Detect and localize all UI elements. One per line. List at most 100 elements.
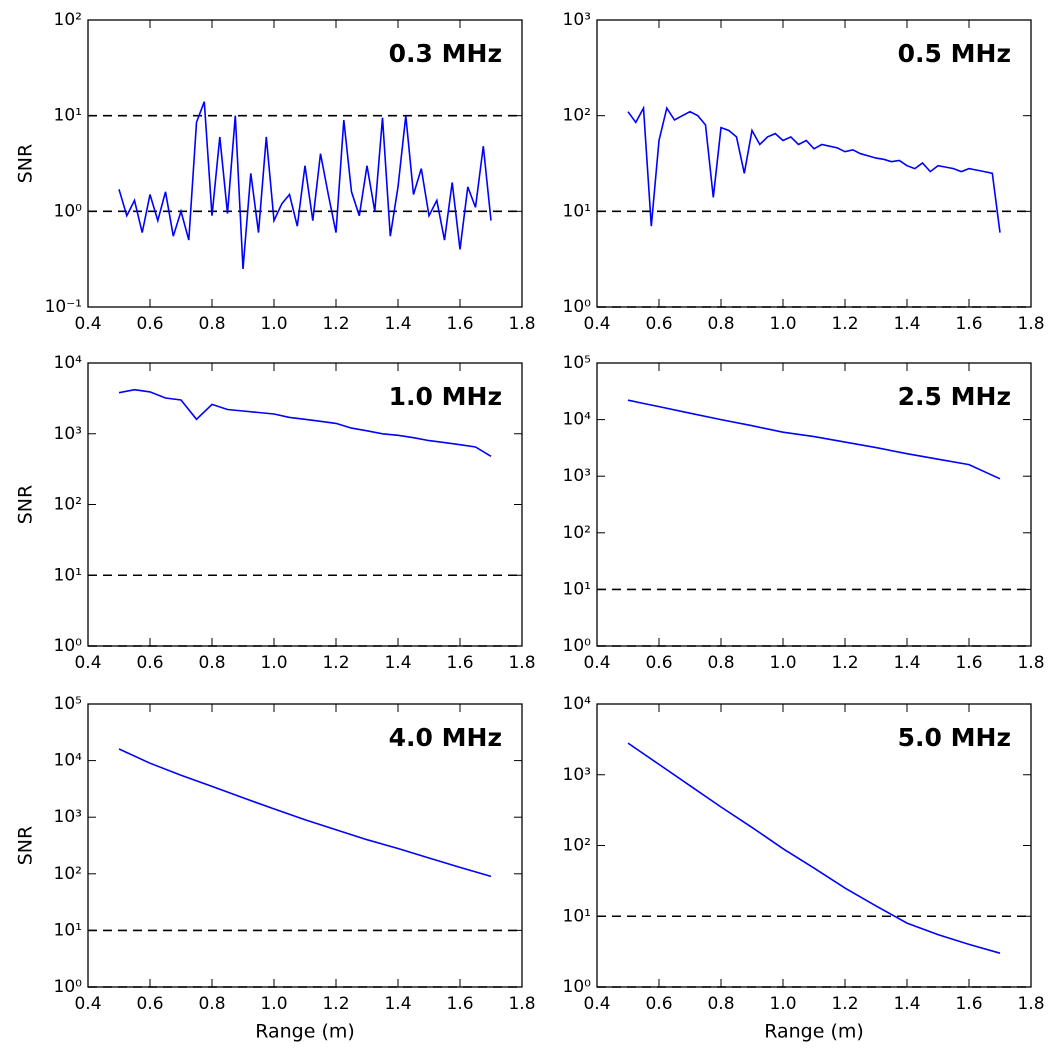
- x-tick-label: 0.8: [198, 314, 225, 334]
- x-tick-label: 0.8: [707, 314, 734, 334]
- y-tick-label: 10⁰: [563, 636, 592, 656]
- x-tick-label: 1.6: [446, 653, 473, 673]
- x-tick-label: 1.0: [769, 653, 796, 673]
- y-axis-label: SNR: [15, 485, 37, 524]
- x-tick-label: 1.0: [260, 314, 287, 334]
- x-tick-label: 0.4: [74, 994, 101, 1014]
- y-tick-label: 10⁴: [563, 410, 592, 430]
- x-tick-label: 1.2: [831, 653, 858, 673]
- x-tick-label: 0.6: [136, 314, 163, 334]
- x-tick-label: 1.6: [446, 994, 473, 1014]
- x-tick-label: 0.4: [583, 653, 610, 673]
- y-tick-label: 10⁰: [563, 977, 592, 997]
- y-tick-label: 10⁰: [54, 636, 83, 656]
- y-tick-label: 10¹: [54, 565, 82, 585]
- x-tick-label: 0.6: [645, 994, 672, 1014]
- x-tick-label: 0.4: [74, 653, 101, 673]
- x-tick-label: 0.6: [136, 653, 163, 673]
- y-tick-label: 10¹: [54, 920, 82, 940]
- y-tick-label: 10⁰: [54, 201, 83, 221]
- x-tick-label: 1.8: [1017, 994, 1044, 1014]
- data-line: [627, 742, 1001, 954]
- x-tick-label: 1.4: [384, 994, 411, 1014]
- y-tick-label: 10³: [54, 807, 82, 827]
- x-tick-label: 1.4: [384, 653, 411, 673]
- y-axis-label: SNR: [15, 144, 37, 183]
- x-tick-label: 1.0: [769, 994, 796, 1014]
- x-tick-label: 1.8: [508, 653, 535, 673]
- data-line: [627, 399, 1001, 480]
- x-tick-label: 1.6: [446, 314, 473, 334]
- axes-frame: [596, 362, 1032, 647]
- x-tick-label: 1.0: [769, 314, 796, 334]
- x-tick-label: 0.6: [645, 314, 672, 334]
- y-tick-label: 10²: [54, 864, 82, 884]
- y-tick-label: 10²: [563, 106, 591, 126]
- y-tick-label: 10²: [563, 836, 591, 856]
- x-tick-label: 1.6: [955, 314, 982, 334]
- x-tick-label: 1.2: [322, 314, 349, 334]
- y-tick-label: 10¹: [563, 201, 591, 221]
- panel-label: 2.5 MHz: [898, 382, 1011, 411]
- y-tick-label: 10¹: [563, 579, 591, 599]
- data-line: [627, 105, 1001, 233]
- data-line: [118, 388, 492, 457]
- axes-frame: [87, 19, 523, 308]
- y-tick-label: 10⁴: [54, 353, 83, 373]
- y-tick-label: 10⁻¹: [45, 297, 82, 317]
- panel-label: 5.0 MHz: [898, 723, 1011, 752]
- y-tick-label: 10²: [54, 495, 82, 515]
- y-tick-label: 10⁰: [54, 977, 83, 997]
- panel-label: 4.0 MHz: [389, 723, 502, 752]
- x-tick-label: 1.2: [322, 994, 349, 1014]
- y-axis-label: SNR: [15, 826, 37, 865]
- x-tick-label: 1.0: [260, 994, 287, 1014]
- x-tick-label: 1.6: [955, 653, 982, 673]
- x-tick-label: 1.8: [508, 314, 535, 334]
- x-tick-label: 1.4: [893, 653, 920, 673]
- x-axis-label: Range (m): [764, 1021, 864, 1043]
- x-tick-label: 1.4: [893, 314, 920, 334]
- y-tick-label: 10⁴: [54, 751, 83, 771]
- y-tick-label: 10³: [563, 466, 591, 486]
- x-tick-label: 0.6: [136, 994, 163, 1014]
- y-tick-label: 10⁰: [563, 297, 592, 317]
- x-tick-label: 0.8: [198, 653, 225, 673]
- x-tick-label: 0.4: [583, 314, 610, 334]
- y-tick-label: 10⁵: [54, 694, 82, 714]
- x-tick-label: 1.2: [831, 994, 858, 1014]
- x-tick-label: 0.6: [645, 653, 672, 673]
- x-tick-label: 0.8: [707, 994, 734, 1014]
- y-tick-label: 10²: [54, 10, 82, 30]
- panel-label: 1.0 MHz: [389, 382, 502, 411]
- x-tick-label: 1.6: [955, 994, 982, 1014]
- x-tick-label: 0.4: [583, 994, 610, 1014]
- x-tick-label: 1.2: [322, 653, 349, 673]
- x-tick-label: 1.4: [384, 314, 411, 334]
- x-tick-label: 1.2: [831, 314, 858, 334]
- x-tick-label: 0.8: [707, 653, 734, 673]
- data-line: [118, 748, 492, 878]
- panel-label: 0.5 MHz: [898, 39, 1011, 68]
- x-axis-label: Range (m): [255, 1021, 355, 1043]
- x-tick-label: 0.4: [74, 314, 101, 334]
- y-tick-label: 10³: [54, 424, 82, 444]
- x-tick-label: 1.4: [893, 994, 920, 1014]
- panel-label: 0.3 MHz: [389, 39, 502, 68]
- y-tick-label: 10³: [563, 765, 591, 785]
- x-tick-label: 1.8: [508, 994, 535, 1014]
- y-tick-label: 10²: [563, 523, 591, 543]
- x-tick-label: 1.0: [260, 653, 287, 673]
- y-tick-label: 10⁴: [563, 694, 592, 714]
- axes-frame: [87, 703, 523, 988]
- y-tick-label: 10⁵: [563, 353, 591, 373]
- axes-frame: [596, 19, 1032, 308]
- x-tick-label: 1.8: [1017, 314, 1044, 334]
- data-line: [118, 101, 492, 269]
- y-tick-label: 10¹: [563, 906, 591, 926]
- x-tick-label: 1.8: [1017, 653, 1044, 673]
- y-tick-label: 10³: [563, 10, 591, 30]
- x-tick-label: 0.8: [198, 994, 225, 1014]
- y-tick-label: 10¹: [54, 106, 82, 126]
